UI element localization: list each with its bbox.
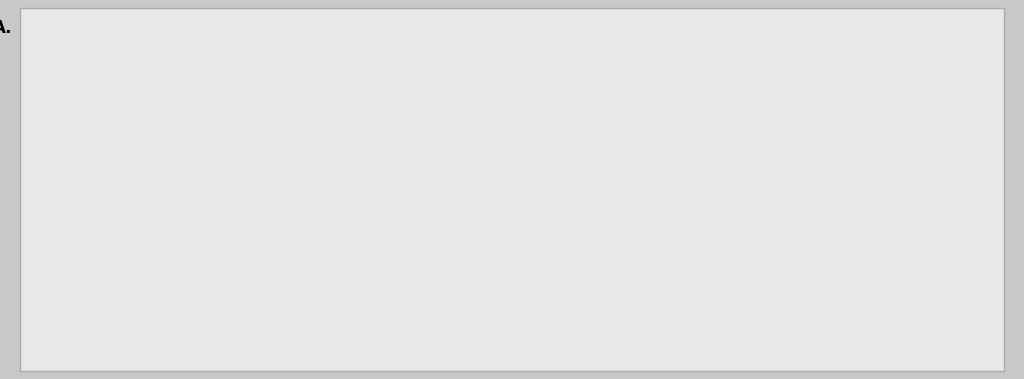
Text: A.: A. bbox=[0, 19, 12, 38]
X-axis label: Minutes post dose: Minutes post dose bbox=[734, 351, 843, 364]
Y-axis label: Stroop Overall Reaction Time (msecs): Stroop Overall Reaction Time (msecs) bbox=[23, 72, 35, 295]
Text: *: * bbox=[784, 61, 793, 76]
Text: *: * bbox=[288, 52, 296, 67]
Bar bbox=[855, 243, 927, 326]
X-axis label: Minutes post dose: Minutes post dose bbox=[238, 351, 346, 364]
Text: B.: B. bbox=[535, 19, 554, 38]
Bar bbox=[650, 152, 722, 326]
